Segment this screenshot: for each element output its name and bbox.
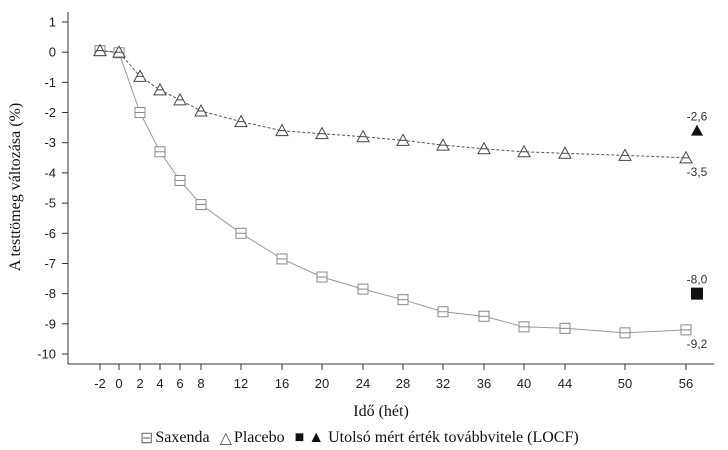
- y-tick-label: 0: [49, 45, 56, 60]
- x-tick-label: 8: [197, 376, 204, 391]
- x-tick-label: 6: [176, 376, 183, 391]
- locf-layer: [691, 124, 703, 300]
- x-tick-label: 36: [477, 376, 491, 391]
- axes: [67, 12, 714, 365]
- x-tick-label: 40: [517, 376, 531, 391]
- y-tick-label: -8: [44, 286, 56, 301]
- y-tick-label: -7: [44, 256, 56, 271]
- square-open-icon: ⊟: [140, 430, 154, 447]
- y-axis-title: A testtömeg változása (%): [7, 103, 24, 271]
- x-tick-label: 2: [136, 376, 143, 391]
- legend-item-saxenda: ⊟ Saxenda: [140, 428, 210, 448]
- locf-point-placebo: [691, 124, 703, 136]
- x-tick-label: -2: [94, 376, 106, 391]
- triangle-open-icon: △: [219, 430, 232, 447]
- y-tick-label: -1: [44, 75, 56, 90]
- annotation-label: -2,6: [687, 110, 708, 124]
- y-tick-label: -4: [44, 165, 56, 180]
- x-tick-label: 44: [558, 376, 572, 391]
- x-tick-label: 50: [618, 376, 632, 391]
- x-tick-label: 28: [396, 376, 410, 391]
- annotations: -2,6 -3,5 -8,0 -9,2: [687, 110, 708, 351]
- filled-square-triangle-icon: ■ ▲: [294, 429, 325, 446]
- y-tick-label: -10: [37, 347, 56, 362]
- x-tick-label: 16: [275, 376, 289, 391]
- annotation-label: -8,0: [687, 273, 708, 287]
- legend-item-locf: ■ ▲ Utolsó mért érték továbbvitele (LOCF…: [295, 429, 579, 447]
- y-tick-label: -9: [44, 316, 56, 331]
- y-tick-label: -3: [44, 135, 56, 150]
- y-tick-label: -5: [44, 196, 56, 211]
- y-tick-label: 1: [49, 15, 56, 30]
- x-tick-label: 32: [436, 376, 450, 391]
- annotation-label: -3,5: [687, 165, 708, 179]
- x-tick-label: 24: [356, 376, 370, 391]
- annotation-label: -9,2: [687, 337, 708, 351]
- series-line: [99, 50, 687, 159]
- series-saxenda: [94, 45, 692, 339]
- legend-label-placebo: Placebo: [233, 429, 285, 446]
- y-tick-label: -2: [44, 105, 56, 120]
- series-layer: [93, 43, 693, 339]
- x-tick-label: 56: [679, 376, 693, 391]
- legend-item-placebo: △ Placebo: [220, 428, 285, 448]
- x-axis-ticks: -2 0 2 4 6 8 12 16 20 24 28 32 36 40 44 50 56: [94, 364, 693, 391]
- y-tick-label: -6: [44, 226, 56, 241]
- series-placebo: [93, 43, 693, 164]
- line-chart: 10-1-2-3-4-5-6-7-8-9-10 -2 0 2 4 6 8 12 16 20 24 2…: [7, 12, 714, 420]
- locf-point-saxenda: [691, 287, 703, 300]
- legend-label-locf: Utolsó mért érték továbbvitele (LOCF): [328, 429, 579, 446]
- x-tick-label: 20: [315, 376, 329, 391]
- x-axis-title: Idő (hét): [353, 403, 409, 420]
- legend: ⊟ Saxenda △ Placebo ■ ▲ Utolsó mért érté…: [140, 427, 720, 449]
- x-tick-label: 4: [156, 376, 163, 391]
- legend-label-saxenda: Saxenda: [155, 429, 210, 446]
- y-axis-ticks: 1 0 -1 -2 -3 -4 -5 -6 -7 -8 -9 -10: [37, 15, 68, 362]
- x-tick-label: 12: [234, 376, 248, 391]
- x-tick-label: 0: [115, 376, 122, 391]
- series-line: [99, 50, 687, 334]
